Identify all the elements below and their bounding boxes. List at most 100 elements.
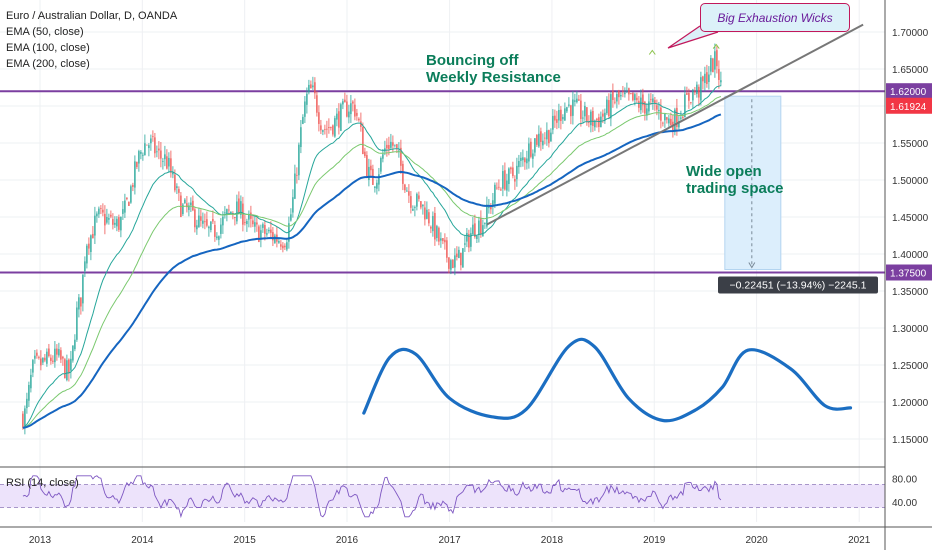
candle-body [186, 203, 188, 208]
candle-body [556, 119, 558, 123]
candle-body [272, 232, 274, 241]
candle-body [28, 384, 30, 401]
candle-body [66, 360, 68, 381]
candle-body [338, 111, 340, 128]
candle-body [56, 348, 58, 355]
candle-body [706, 72, 708, 85]
candle-body [360, 121, 362, 127]
candle-body [292, 197, 294, 213]
rsi-tick-label: 80.00 [892, 475, 917, 486]
candle-body [628, 88, 630, 95]
candle-body [682, 116, 684, 118]
x-tick-label: 2013 [29, 535, 52, 546]
candle-body [618, 90, 620, 98]
candle-body [514, 179, 516, 182]
candle-body [166, 156, 168, 169]
candle-body [68, 359, 70, 374]
x-tick-label: 2021 [848, 535, 871, 546]
candle-body [408, 191, 410, 196]
candle-body [158, 148, 160, 151]
candle-body [82, 274, 84, 304]
candle-body [136, 161, 138, 168]
candle-body [74, 339, 76, 350]
x-tick-label: 2016 [336, 535, 359, 546]
candle-body [98, 208, 100, 215]
candle-body [382, 154, 384, 159]
candle-body [322, 130, 324, 132]
candle-body [610, 94, 612, 119]
candle-body [34, 355, 36, 359]
candle-body [436, 226, 438, 239]
candle-body [526, 158, 528, 164]
candle-body [444, 239, 446, 243]
candle-body [646, 108, 648, 116]
candle-body [560, 109, 562, 122]
candle-body [686, 93, 688, 95]
x-tick-label: 2015 [234, 535, 257, 546]
candle-body [178, 189, 180, 193]
candle-body [358, 118, 360, 121]
candle-body [708, 74, 710, 83]
ascending-trendline [486, 23, 864, 226]
ema-line-3 [22, 113, 722, 429]
candle-body [714, 51, 716, 70]
candle-body [76, 307, 78, 340]
candle-body [546, 130, 548, 140]
candle-body [106, 217, 108, 223]
candle-body [46, 351, 48, 364]
candle-body [458, 249, 460, 258]
candle-body [510, 167, 512, 170]
candle-body [124, 200, 126, 213]
candle-body [176, 186, 178, 188]
candle-body [36, 352, 38, 356]
candle-body [92, 233, 94, 239]
candle-body [256, 222, 258, 225]
candle-body [448, 257, 450, 269]
candle-body [636, 97, 638, 101]
candle-body [456, 253, 458, 258]
candle-body [110, 214, 112, 217]
level-tag-label: 1.62000 [890, 87, 927, 98]
candle-body [494, 184, 496, 204]
candle-body [102, 209, 104, 213]
candle-body [88, 243, 90, 249]
candle-body [668, 118, 670, 124]
trading-space-annotation-line-1: Wide open [686, 163, 762, 180]
candle-body [192, 200, 194, 211]
candle-body [332, 125, 334, 135]
candle-body [216, 236, 218, 239]
candle-body [658, 109, 660, 112]
candle-body [196, 225, 198, 230]
candle-body [298, 144, 300, 176]
candle-body [674, 109, 676, 133]
candle-body [334, 118, 336, 137]
candle-body [38, 356, 40, 358]
x-tick-label: 2020 [745, 535, 768, 546]
candle-body [150, 138, 152, 144]
y-tick-label: 1.30000 [892, 324, 929, 335]
candle-body [688, 92, 690, 101]
candle-body [412, 208, 414, 211]
candle-body [424, 207, 426, 220]
candle-body [552, 115, 554, 130]
candle-body [386, 144, 388, 149]
candle-body [208, 226, 210, 229]
candle-body [396, 144, 398, 149]
candle-body [318, 112, 320, 124]
y-tick-label: 1.55000 [892, 139, 929, 150]
candle-body [174, 174, 176, 191]
candle-body [62, 356, 64, 359]
candle-body [330, 127, 332, 128]
candle-body [690, 102, 692, 103]
candle-body [100, 208, 102, 209]
candle-body [678, 121, 680, 128]
ema-lines [22, 85, 722, 429]
candle-body [426, 209, 428, 219]
candle-body [586, 107, 588, 122]
candle-body [720, 80, 722, 83]
candle-body [302, 116, 304, 124]
candle-body [148, 145, 150, 149]
candle-body [246, 220, 248, 225]
candle-body [336, 113, 338, 120]
